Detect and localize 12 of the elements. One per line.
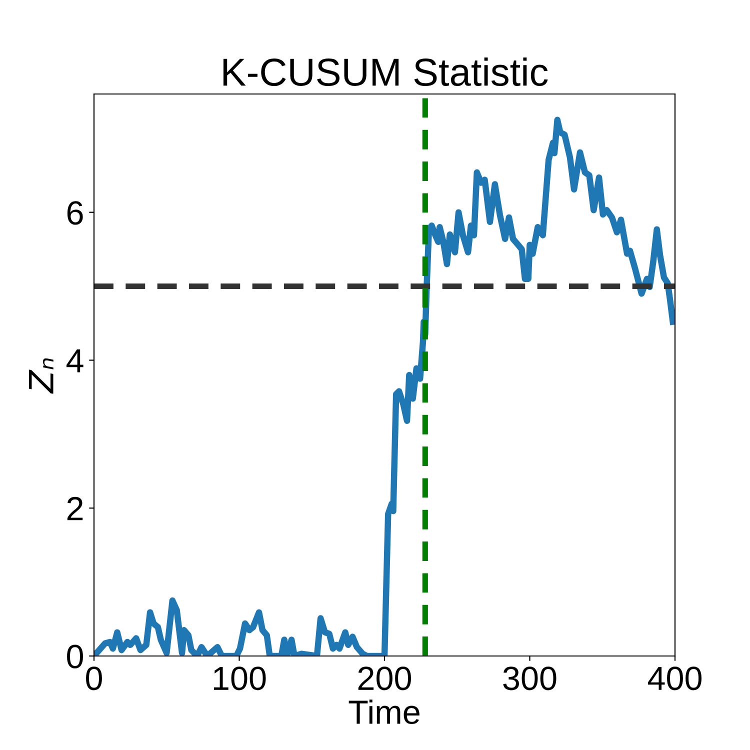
y-tick-label: 4 xyxy=(66,349,84,372)
y-tick-label: 0 xyxy=(67,644,83,668)
x-tick-label: 0 xyxy=(86,666,102,690)
chart-title: K-CUSUM Statistic xyxy=(223,57,548,86)
x-tick-label: 200 xyxy=(358,666,412,690)
y-axis-title: Zₙ xyxy=(28,358,54,394)
x-tick-label: 100 xyxy=(214,666,266,690)
y-tick-label: 6 xyxy=(67,201,83,225)
x-axis-title: Time xyxy=(348,700,420,724)
x-tick-label: 400 xyxy=(648,666,702,690)
y-tick-label: 2 xyxy=(67,496,83,520)
x-tick-label: 300 xyxy=(503,666,556,690)
